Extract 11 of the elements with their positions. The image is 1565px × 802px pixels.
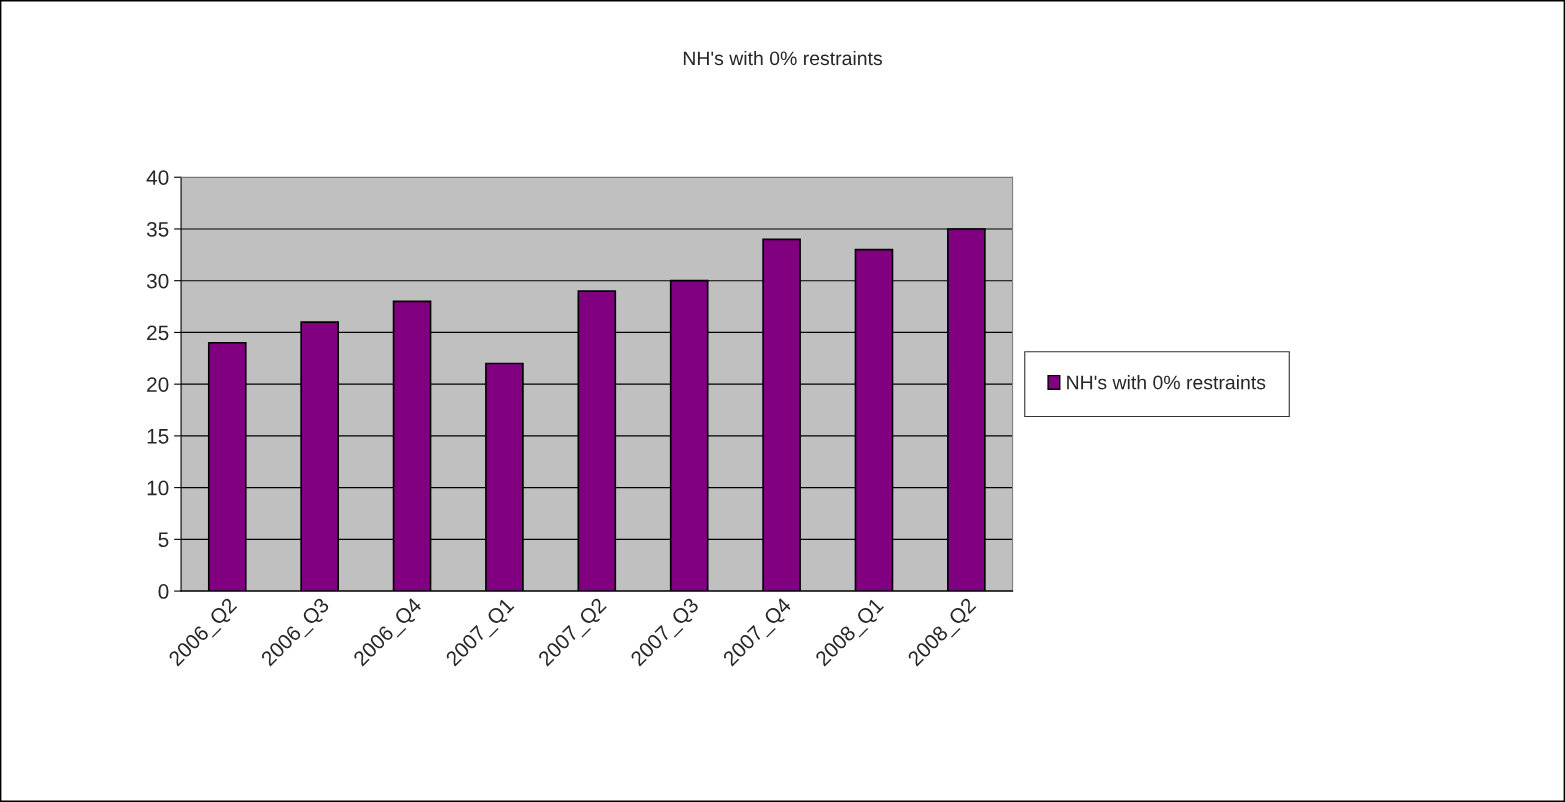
y-tick-label: 5 bbox=[158, 532, 169, 548]
y-tick-label: 10 bbox=[147, 480, 169, 496]
y-tick-label: 40 bbox=[146, 170, 169, 185]
chart-title: NH's with 0% restraints bbox=[683, 50, 882, 66]
y-tick-label: 20 bbox=[147, 377, 169, 392]
legend-label: NH's with 0% restraints bbox=[1067, 375, 1266, 390]
y-tick-label: 0 bbox=[158, 584, 169, 599]
y-tick-label: 30 bbox=[146, 273, 169, 289]
y-tick-label: 35 bbox=[146, 221, 169, 237]
y-tick-label: 25 bbox=[147, 325, 169, 341]
y-tick-label: 15 bbox=[147, 429, 169, 444]
